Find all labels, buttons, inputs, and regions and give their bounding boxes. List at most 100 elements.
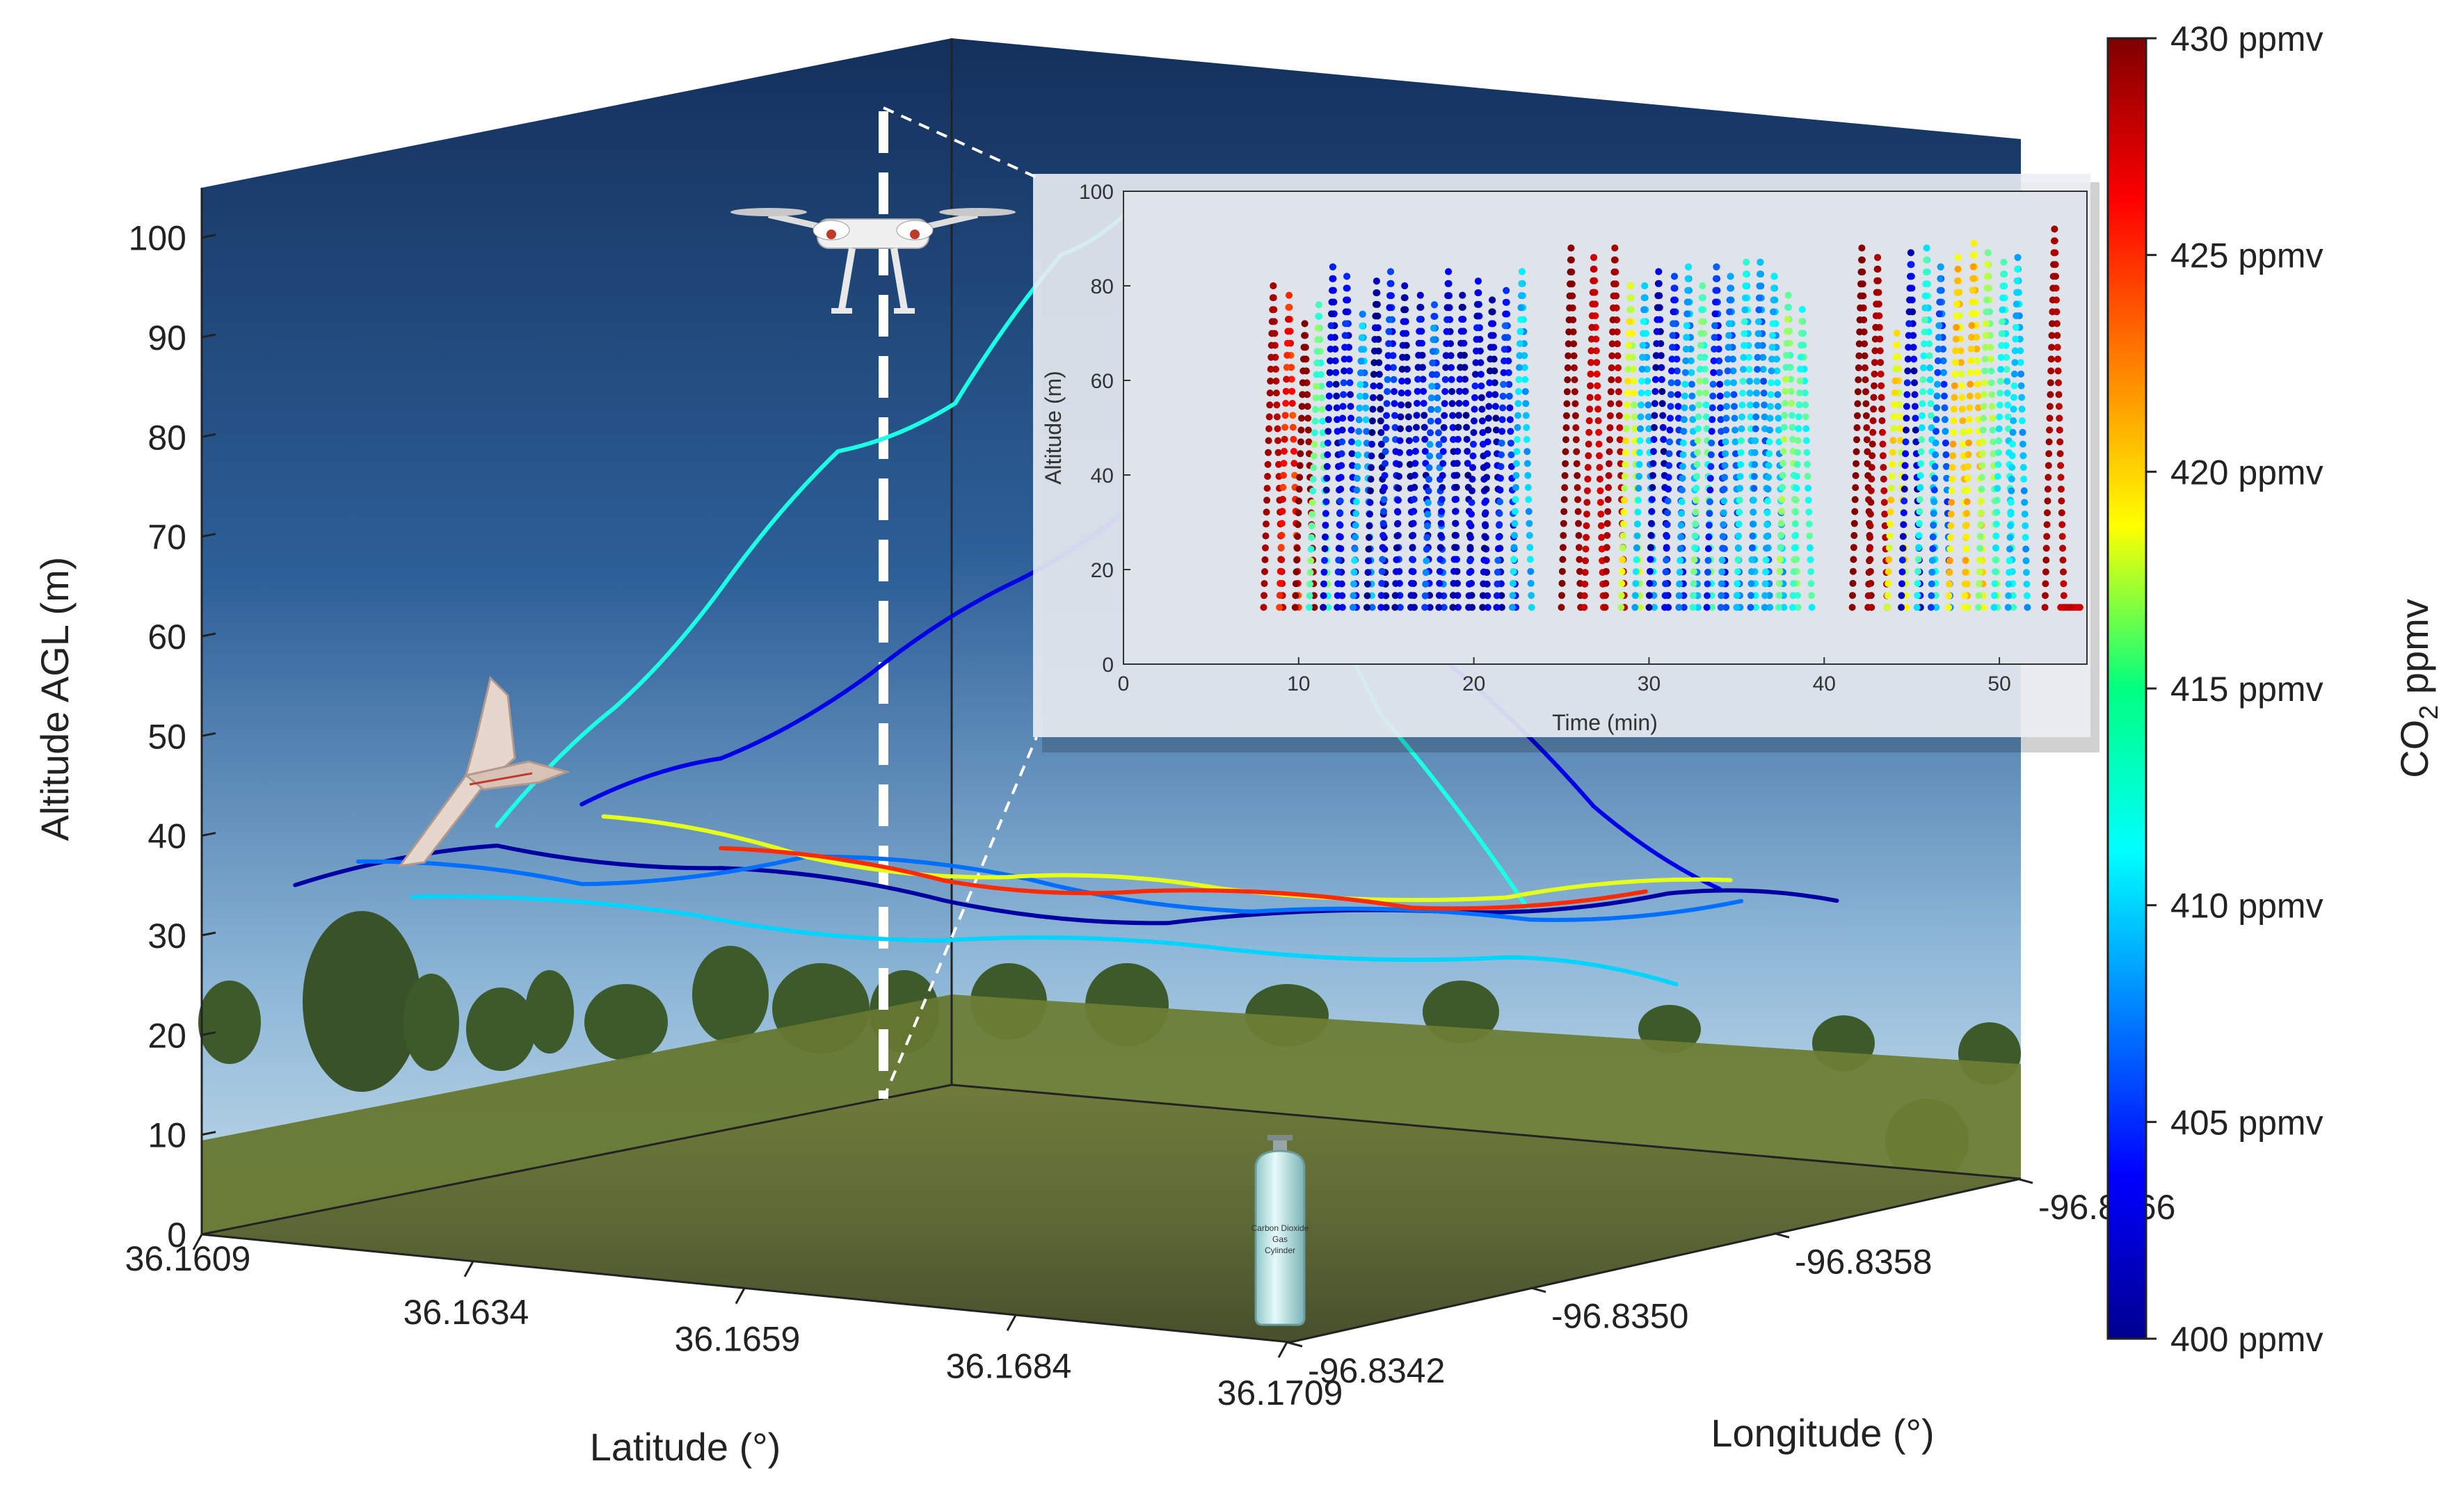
inset-point [1299, 367, 1307, 375]
longitude-tick-mark [1530, 1287, 1546, 1293]
inset-point [1857, 304, 1864, 312]
inset-point [1343, 273, 1351, 280]
inset-point [1407, 604, 1414, 611]
inset-point [1411, 472, 1418, 479]
inset-point [1959, 428, 1967, 436]
inset-point [1870, 394, 1878, 401]
inset-point [1281, 412, 1289, 419]
inset-point [1746, 401, 1754, 409]
inset-point [1968, 333, 1975, 341]
inset-point [1904, 355, 1912, 363]
inset-point [2023, 592, 2031, 599]
inset-point [1590, 254, 1598, 261]
inset-point [1573, 448, 1581, 456]
inset-point [1807, 568, 1814, 575]
colorbar-tick-label: 430 ppmv [2170, 19, 2323, 58]
inset-point [1912, 414, 1919, 422]
inset-point [1279, 496, 1286, 503]
inset-point [1369, 394, 1377, 401]
inset-point [1638, 401, 1645, 409]
inset-profile [1848, 244, 1875, 611]
inset-point [1282, 387, 1290, 395]
inset-point [1622, 437, 1630, 444]
inset-point [1954, 277, 1961, 284]
inset-point [1903, 403, 1910, 410]
inset-point [1321, 545, 1329, 552]
inset-point [1988, 391, 1996, 398]
inset-point [1768, 355, 1775, 363]
inset-point [1506, 404, 1514, 412]
inset-point [1276, 604, 1283, 611]
inset-point [1456, 387, 1463, 395]
inset-point [1626, 294, 1634, 302]
inset-point [1706, 510, 1713, 517]
inset-point [1651, 376, 1659, 383]
inset-point [1649, 460, 1657, 467]
inset-point [1337, 485, 1345, 493]
inset-point [2042, 568, 2049, 576]
altitude-tick-mark [201, 433, 216, 438]
inset-point [1921, 316, 1928, 323]
inset-point [1585, 428, 1593, 436]
inset-point [1425, 487, 1432, 494]
inset-point [1602, 592, 1609, 599]
inset-point [1983, 296, 1990, 304]
inset-point [1914, 579, 1921, 587]
inset-point [1787, 387, 1795, 395]
inset-point [1735, 532, 1743, 540]
inset-point [1518, 268, 1526, 275]
inset-point [1673, 367, 1681, 375]
inset-point [1958, 370, 1965, 378]
inset-point [1328, 298, 1336, 306]
inset-point [1722, 450, 1729, 458]
inset-point [1278, 519, 1286, 527]
inset-point [1977, 521, 1985, 529]
inset-point [1516, 352, 1523, 360]
inset-point [1965, 428, 1973, 435]
inset-point [1361, 392, 1369, 400]
inset-point [1903, 426, 1910, 434]
inset-point [1290, 460, 1298, 467]
inset-point [1797, 353, 1805, 361]
inset-point [1473, 312, 1481, 320]
inset-point [1647, 519, 1655, 527]
inset-point [1336, 509, 1344, 517]
inset-point [1749, 532, 1757, 540]
inset-point [1566, 292, 1574, 300]
inset-point [1705, 533, 1713, 541]
inset-point [1926, 352, 1933, 360]
inset-point [1435, 592, 1443, 599]
inset-point [2019, 452, 2027, 460]
inset-point [2010, 405, 2017, 413]
inset-point [2013, 289, 2021, 296]
inset-point [1781, 400, 1789, 407]
altitude-tick-mark [201, 832, 216, 837]
inset-point [1869, 440, 1876, 448]
inset-point [1478, 405, 1486, 413]
longitude-tick-mark [1286, 1341, 1303, 1348]
inset-point [1694, 449, 1702, 456]
inset-point [1481, 533, 1489, 540]
inset-point [1503, 287, 1510, 294]
inset-point [1677, 556, 1684, 564]
inset-point [1650, 424, 1658, 431]
inset-point [1616, 424, 1624, 431]
inset-point [1375, 359, 1383, 366]
inset-point [1480, 556, 1488, 564]
inset-point [1338, 450, 1345, 458]
inset-point [1447, 352, 1455, 360]
altitude-tick-label: 100 [129, 219, 186, 258]
inset-point [1717, 416, 1725, 424]
inset-point [1373, 289, 1380, 296]
inset-point [1702, 401, 1710, 409]
inset-point [1792, 508, 1800, 516]
inset-point [1667, 379, 1675, 387]
longitude-tick-label: -96.8350 [1551, 1297, 1688, 1336]
inset-point [2022, 522, 2029, 529]
inset-point [1596, 452, 1603, 460]
inset-point [1935, 346, 1942, 353]
inset-point [1457, 339, 1465, 347]
inset-point [1310, 452, 1318, 460]
inset-point [1651, 388, 1659, 395]
inset-point [1491, 379, 1498, 387]
